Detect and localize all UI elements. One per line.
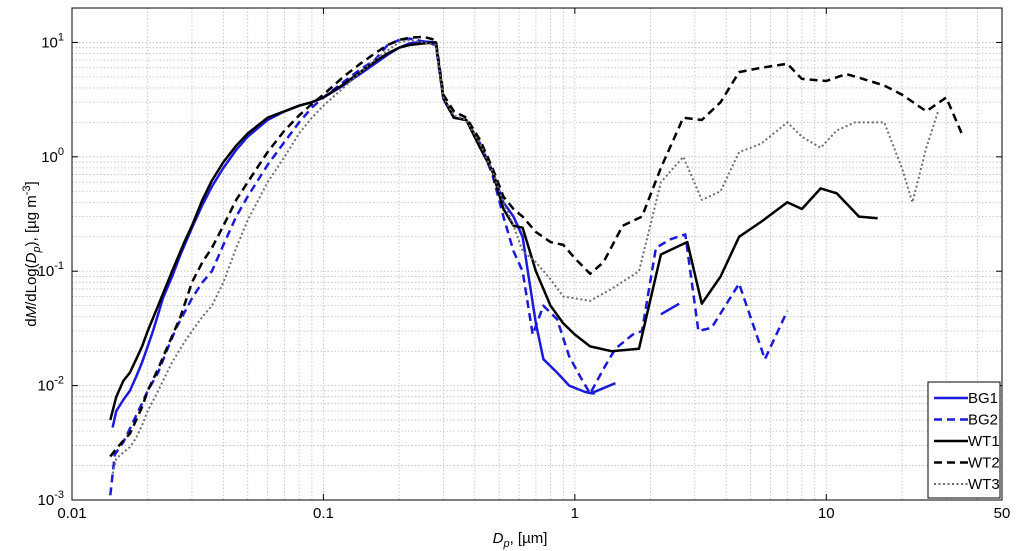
plot-frame xyxy=(71,7,1003,501)
series-line-bg1 xyxy=(660,302,680,316)
series-line-wt3 xyxy=(111,39,940,474)
series-line-wt1 xyxy=(109,41,878,421)
y-tick-label: 101 xyxy=(41,31,64,51)
y-tick-label: 10-3 xyxy=(38,489,64,509)
x-tick-label: 50 xyxy=(994,505,1011,522)
series-line-wt2 xyxy=(109,35,965,458)
series-line-bg1 xyxy=(589,382,616,395)
legend-label-wt1: WT1 xyxy=(968,433,1000,450)
y-tick-label: 10-2 xyxy=(38,375,64,395)
axis-ticks: 0.01 0.1 1 10 50 10-3 10-2 10-1 100 101 xyxy=(38,8,1011,522)
legend-label-bg2: BG2 xyxy=(968,412,998,429)
x-tick-label: 1 xyxy=(571,505,579,522)
legend-label-wt2: WT2 xyxy=(968,455,1000,472)
series-group xyxy=(109,35,965,496)
y-tick-label: 100 xyxy=(41,146,64,166)
x-tick-label: 10 xyxy=(818,505,835,522)
x-tick-label: 0.01 xyxy=(57,505,86,522)
series-wt2 xyxy=(109,35,965,458)
legend: BG1 BG2 WT1 WT2 WT3 xyxy=(927,381,1001,499)
series-wt1 xyxy=(109,41,878,421)
legend-label-wt3: WT3 xyxy=(968,476,1000,493)
x-tick-label: 0.1 xyxy=(313,505,334,522)
legend-label-bg1: BG1 xyxy=(968,390,998,407)
y-axis-label: dM/dLog(Dp), [µg m-3] xyxy=(21,181,43,326)
x-axis-label: Dp, [µm] xyxy=(493,530,548,550)
y-tick-label: 10-1 xyxy=(38,260,64,280)
plot-background xyxy=(72,8,1002,500)
series-wt3 xyxy=(111,39,940,474)
